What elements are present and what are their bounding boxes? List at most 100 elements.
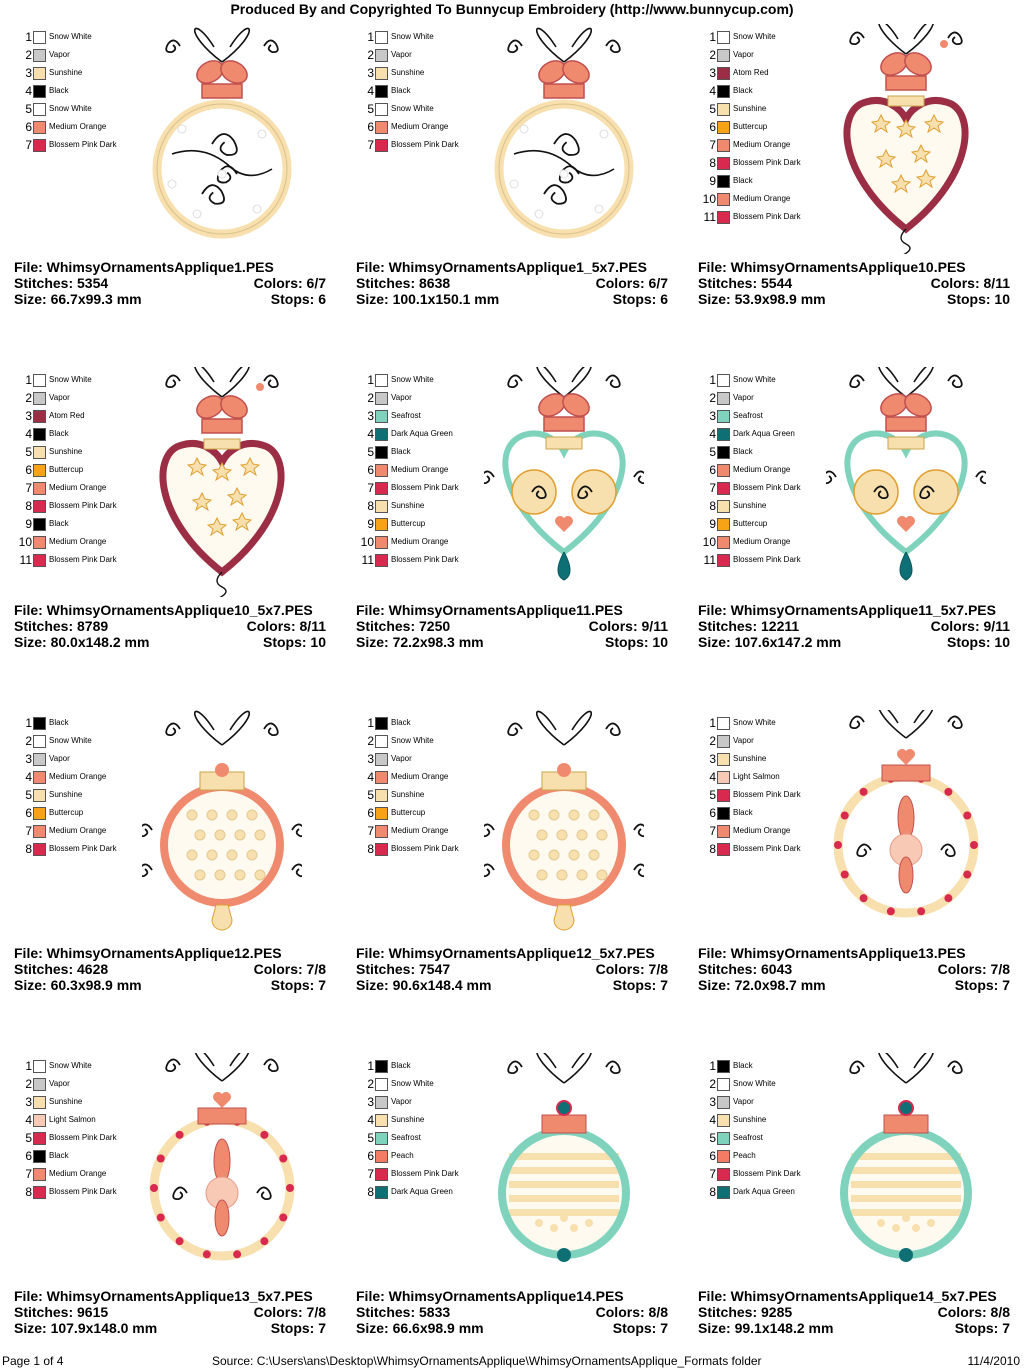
design-preview — [840, 1053, 972, 1262]
legend-number: 4 — [709, 770, 716, 784]
legend-row: 4 Black — [360, 82, 500, 100]
color-swatch — [375, 120, 388, 134]
design-preview — [498, 1053, 630, 1262]
legend-number: 6 — [709, 1149, 716, 1163]
color-swatch — [33, 842, 46, 856]
legend-row: 11 Blossem Pink Dark — [702, 551, 842, 569]
color-name: Black — [49, 718, 69, 727]
color-swatch — [33, 30, 46, 44]
legend-number: 2 — [367, 1077, 374, 1091]
color-name: Dark Aqua Green — [391, 1187, 453, 1196]
legend-row: 6 Peach — [360, 1147, 500, 1165]
ornament-art-striped-ball — [840, 1053, 972, 1262]
legend-number: 1 — [709, 1059, 716, 1073]
legend-row: 10 Medium Orange — [18, 533, 158, 551]
legend-row: 10 Medium Orange — [360, 533, 500, 551]
color-name: Medium Orange — [391, 465, 449, 474]
legend-row: 3 Sunshine — [18, 64, 158, 82]
color-name: Medium Orange — [733, 465, 791, 474]
stitches-row: Stitches: 5833 Colors: 8/8 — [356, 1304, 668, 1320]
legend-number: 5 — [25, 788, 32, 802]
color-swatch — [33, 517, 46, 531]
color-swatch — [33, 535, 46, 549]
color-swatch — [375, 66, 388, 80]
legend-number: 3 — [25, 66, 32, 80]
color-name: Vapor — [391, 50, 412, 59]
color-swatch — [33, 445, 46, 459]
design-info: File: WhimsyOrnamentsApplique1_5x7.PES St… — [356, 259, 668, 307]
legend-row: 1 Snow White — [702, 371, 842, 389]
design-info: File: WhimsyOrnamentsApplique11_5x7.PES S… — [698, 602, 1010, 650]
color-name: Seafrost — [391, 1133, 421, 1142]
thread-color-legend: 1 Black 2 Snow White 3 Vapor 4 Medium Orange 5 Su… — [18, 714, 158, 858]
legend-row: 9 Buttercup — [702, 515, 842, 533]
color-swatch — [33, 120, 46, 134]
legend-row: 6 Medium Orange — [360, 118, 500, 136]
legend-row: 3 Sunshine — [360, 64, 500, 82]
legend-number: 4 — [25, 427, 32, 441]
color-swatch — [717, 409, 730, 423]
legend-number: 2 — [709, 1077, 716, 1091]
color-count: Colors: 6/7 — [253, 275, 326, 291]
legend-row: 5 Sunshine — [702, 100, 842, 118]
color-name: Medium Orange — [733, 537, 791, 546]
legend-number: 1 — [709, 30, 716, 44]
legend-number: 8 — [367, 842, 374, 856]
size-row: Size: 53.9x98.9 mm Stops: 10 — [698, 291, 1010, 307]
thread-color-legend: 1 Snow White 2 Vapor 3 Seafrost 4 Dark Aqua Gre… — [702, 371, 842, 569]
legend-number: 4 — [367, 427, 374, 441]
design-info: File: WhimsyOrnamentsApplique11.PES Stitc… — [356, 602, 668, 650]
legend-number: 7 — [25, 1167, 32, 1181]
color-swatch — [33, 553, 46, 567]
legend-row: 1 Snow White — [18, 371, 158, 389]
color-swatch — [375, 1149, 388, 1163]
legend-row: 6 Medium Orange — [702, 461, 842, 479]
stitches-row: Stitches: 5544 Colors: 8/11 — [698, 275, 1010, 291]
legend-row: 8 Blossem Pink Dark — [702, 154, 842, 172]
legend-row: 8 Sunshine — [360, 497, 500, 515]
color-swatch — [375, 716, 388, 730]
color-name: Buttercup — [391, 808, 426, 817]
color-swatch — [33, 463, 46, 477]
legend-number: 4 — [709, 84, 716, 98]
legend-row: 7 Medium Orange — [702, 822, 842, 840]
color-name: Blossem Pink Dark — [391, 1169, 459, 1178]
design-card: 1 Snow White 2 Vapor 3 Atom Red 4 Black 5 Sunshin… — [12, 367, 342, 697]
legend-number: 3 — [367, 1095, 374, 1109]
color-name: Blossem Pink Dark — [391, 483, 459, 492]
color-name: Medium Orange — [49, 1169, 107, 1178]
color-swatch — [33, 1059, 46, 1073]
legend-number: 5 — [709, 1131, 716, 1145]
legend-number: 6 — [367, 1149, 374, 1163]
legend-row: 4 Sunshine — [702, 1111, 842, 1129]
design-preview — [142, 710, 302, 931]
legend-number: 11 — [703, 210, 716, 224]
design-card: 1 Black 2 Snow White 3 Vapor 4 Sunshine 5 Seafros… — [696, 1053, 1024, 1370]
legend-number: 3 — [709, 752, 716, 766]
legend-number: 2 — [25, 48, 32, 62]
stop-count: Stops: 7 — [270, 1320, 326, 1336]
legend-row: 7 Blossem Pink Dark — [360, 479, 500, 497]
color-swatch — [375, 842, 388, 856]
legend-number: 3 — [25, 409, 32, 423]
stop-count: Stops: 10 — [946, 634, 1010, 650]
legend-row: 7 Blossem Pink Dark — [18, 136, 158, 154]
stop-count: Stops: 6 — [612, 291, 668, 307]
color-swatch — [33, 1149, 46, 1163]
print-date: 11/4/2010 — [967, 1354, 1021, 1368]
stop-count: Stops: 7 — [270, 977, 326, 993]
design-info: File: WhimsyOrnamentsApplique10.PES Stitc… — [698, 259, 1010, 307]
thread-color-legend: 1 Black 2 Snow White 3 Vapor 4 Sunshine 5 Seafros… — [702, 1057, 842, 1201]
color-name: Blossem Pink Dark — [49, 140, 117, 149]
color-count: Colors: 8/8 — [595, 1304, 668, 1320]
color-swatch — [33, 1077, 46, 1091]
legend-number: 4 — [25, 1113, 32, 1127]
color-name: Medium Orange — [733, 140, 791, 149]
color-name: Sunshine — [733, 754, 767, 763]
color-name: Blossem Pink Dark — [391, 844, 459, 853]
legend-number: 6 — [367, 463, 374, 477]
color-swatch — [375, 1113, 388, 1127]
color-name: Atom Red — [49, 411, 85, 420]
design-size: Size: 53.9x98.9 mm — [698, 291, 826, 307]
page-header: Produced By and Copyrighted To Bunnycup … — [230, 1, 794, 17]
